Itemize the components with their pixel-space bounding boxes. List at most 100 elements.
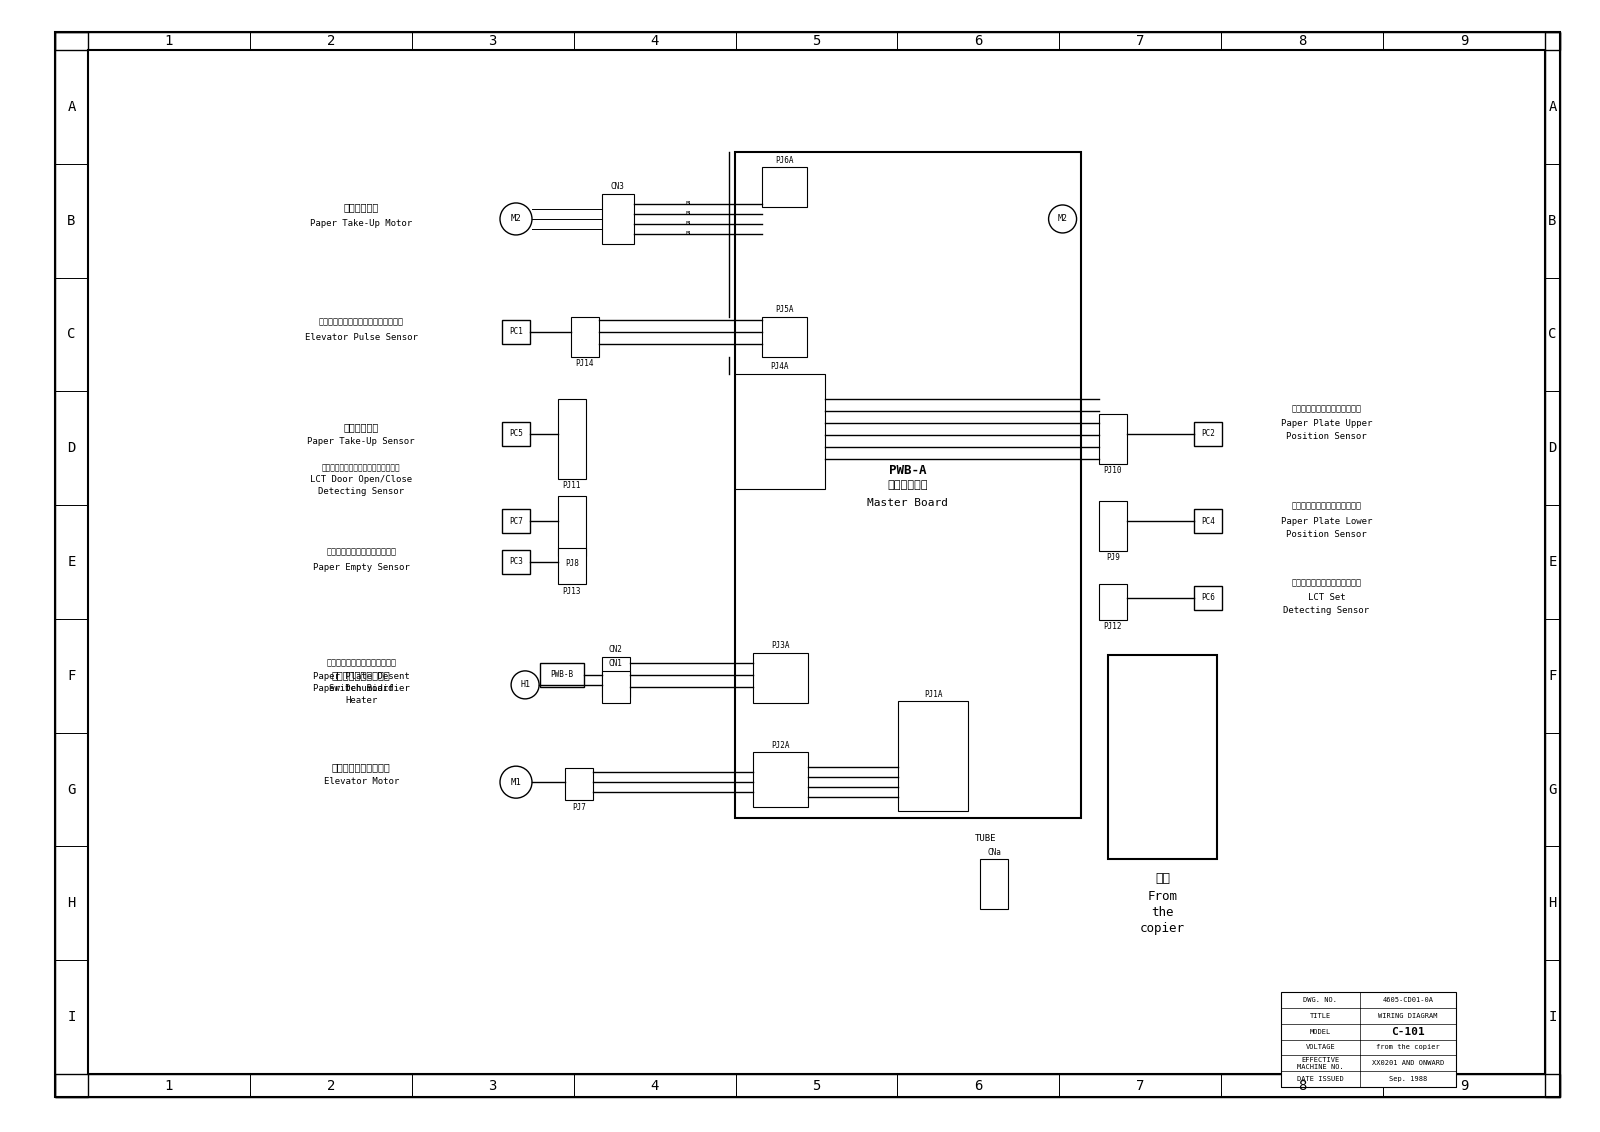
Text: PJ10: PJ10 bbox=[1104, 466, 1122, 475]
Text: H: H bbox=[67, 897, 75, 910]
Text: Paper Plate Upper: Paper Plate Upper bbox=[1280, 419, 1373, 428]
Text: G: G bbox=[1549, 782, 1557, 797]
Text: TITLE: TITLE bbox=[1310, 1013, 1331, 1019]
Text: DATE ISSUED: DATE ISSUED bbox=[1298, 1077, 1344, 1082]
Text: Detecting Sensor: Detecting Sensor bbox=[318, 487, 405, 496]
Text: A: A bbox=[1549, 100, 1557, 114]
Text: PJ9: PJ9 bbox=[1106, 554, 1120, 563]
Text: PJ14: PJ14 bbox=[576, 359, 594, 368]
Text: 給紙テーブルモーター: 給紙テーブルモーター bbox=[331, 762, 390, 772]
Bar bbox=[1194, 422, 1222, 446]
Text: BL: BL bbox=[685, 201, 693, 206]
Text: M2: M2 bbox=[1058, 214, 1067, 223]
Text: PJ2A: PJ2A bbox=[771, 740, 789, 749]
Text: VOLTAGE: VOLTAGE bbox=[1306, 1045, 1334, 1050]
Text: F: F bbox=[1549, 669, 1557, 683]
Text: PC6: PC6 bbox=[1202, 593, 1214, 602]
Bar bbox=[502, 422, 530, 446]
Text: 6: 6 bbox=[974, 1079, 982, 1092]
Text: copier: copier bbox=[1141, 923, 1186, 935]
Text: 5: 5 bbox=[813, 1079, 821, 1092]
Text: D: D bbox=[67, 441, 75, 455]
Bar bbox=[502, 319, 530, 344]
Bar bbox=[762, 317, 806, 357]
Text: PJ8: PJ8 bbox=[565, 558, 579, 567]
Text: 9: 9 bbox=[1459, 34, 1469, 48]
Text: C-101: C-101 bbox=[1390, 1027, 1424, 1037]
Text: CN3: CN3 bbox=[611, 182, 624, 191]
Text: PJ13: PJ13 bbox=[563, 586, 581, 595]
Text: E: E bbox=[1549, 555, 1557, 569]
Text: XX0201 AND ONWARD: XX0201 AND ONWARD bbox=[1371, 1061, 1443, 1066]
Text: Detecting Sensor: Detecting Sensor bbox=[1283, 607, 1370, 616]
Bar bbox=[539, 662, 584, 687]
Text: PWB-B: PWB-B bbox=[550, 670, 573, 679]
Text: CN1: CN1 bbox=[608, 659, 622, 668]
Text: 2: 2 bbox=[326, 1079, 334, 1092]
Text: PJ7: PJ7 bbox=[573, 803, 586, 812]
Text: PC1: PC1 bbox=[509, 327, 523, 336]
Bar bbox=[1282, 992, 1456, 1087]
Text: H1: H1 bbox=[520, 680, 530, 689]
Text: Sep. 1988: Sep. 1988 bbox=[1389, 1077, 1427, 1082]
Bar bbox=[734, 374, 824, 489]
Text: PJ3A: PJ3A bbox=[771, 641, 789, 650]
Text: M2: M2 bbox=[510, 214, 522, 223]
Text: PC7: PC7 bbox=[509, 516, 523, 525]
Text: 3: 3 bbox=[488, 1079, 498, 1092]
Text: PJ11: PJ11 bbox=[563, 481, 581, 490]
Text: I: I bbox=[67, 1010, 75, 1024]
Bar bbox=[762, 168, 806, 207]
Bar bbox=[602, 671, 629, 703]
Bar bbox=[54, 1074, 1560, 1097]
Text: from the copier: from the copier bbox=[1376, 1045, 1440, 1050]
Text: CN2: CN2 bbox=[608, 645, 622, 654]
Text: B: B bbox=[1549, 214, 1557, 228]
Text: 給紙テーブルモーターパルスセンサー: 給紙テーブルモーターパルスセンサー bbox=[318, 317, 403, 326]
Bar bbox=[752, 752, 808, 807]
Text: スタッカーカバーセット検出センサー: スタッカーカバーセット検出センサー bbox=[322, 463, 400, 472]
Text: Paper Take-Up Sensor: Paper Take-Up Sensor bbox=[307, 437, 414, 446]
Bar bbox=[602, 657, 629, 696]
Text: マスター基板: マスター基板 bbox=[888, 480, 928, 490]
Bar bbox=[565, 769, 594, 800]
Text: 1: 1 bbox=[165, 34, 173, 48]
Text: 2: 2 bbox=[326, 34, 334, 48]
Text: 6: 6 bbox=[974, 34, 982, 48]
Text: 4: 4 bbox=[651, 34, 659, 48]
Text: PC4: PC4 bbox=[1202, 516, 1214, 525]
Text: Master Board: Master Board bbox=[867, 498, 949, 508]
Text: DWG. NO.: DWG. NO. bbox=[1304, 997, 1338, 1003]
Text: 4605-CD01-0A: 4605-CD01-0A bbox=[1382, 997, 1434, 1003]
Text: Paper Plate Desent: Paper Plate Desent bbox=[314, 672, 410, 681]
Bar bbox=[1107, 654, 1218, 859]
Text: PJ5A: PJ5A bbox=[774, 306, 794, 314]
Circle shape bbox=[499, 766, 531, 798]
Text: F: F bbox=[67, 669, 75, 683]
Bar bbox=[1194, 509, 1222, 533]
Text: 3: 3 bbox=[488, 34, 498, 48]
Text: PJ6A: PJ6A bbox=[774, 156, 794, 165]
Text: WIRING DIAGRAM: WIRING DIAGRAM bbox=[1378, 1013, 1437, 1019]
Text: PWB-A: PWB-A bbox=[890, 464, 926, 477]
Text: Position Sensor: Position Sensor bbox=[1286, 530, 1366, 539]
Bar bbox=[54, 32, 1560, 50]
Text: MODEL: MODEL bbox=[1310, 1029, 1331, 1035]
Text: 8: 8 bbox=[1298, 34, 1306, 48]
Text: Heater: Heater bbox=[346, 696, 378, 705]
Text: H: H bbox=[1549, 897, 1557, 910]
Text: ペーパーエンプティーセンサー: ペーパーエンプティーセンサー bbox=[326, 548, 397, 557]
Text: the: the bbox=[1152, 907, 1174, 919]
Text: Elevator Motor: Elevator Motor bbox=[323, 777, 398, 786]
Text: PC2: PC2 bbox=[1202, 429, 1214, 438]
Bar bbox=[899, 701, 968, 812]
Text: Paper Plate Lower: Paper Plate Lower bbox=[1280, 516, 1373, 525]
Text: スタッカーセット検出センサー: スタッカーセット検出センサー bbox=[1291, 578, 1362, 588]
Text: B: B bbox=[67, 214, 75, 228]
Text: D: D bbox=[1549, 441, 1557, 455]
Bar bbox=[1194, 586, 1222, 610]
Text: Paper Empty Sensor: Paper Empty Sensor bbox=[314, 563, 410, 572]
Text: 給紙テーブル上面検出センサー: 給紙テーブル上面検出センサー bbox=[1291, 404, 1362, 413]
Text: Position Sensor: Position Sensor bbox=[1286, 432, 1366, 441]
Text: EFFECTIVE
MACHINE NO.: EFFECTIVE MACHINE NO. bbox=[1298, 1057, 1344, 1070]
